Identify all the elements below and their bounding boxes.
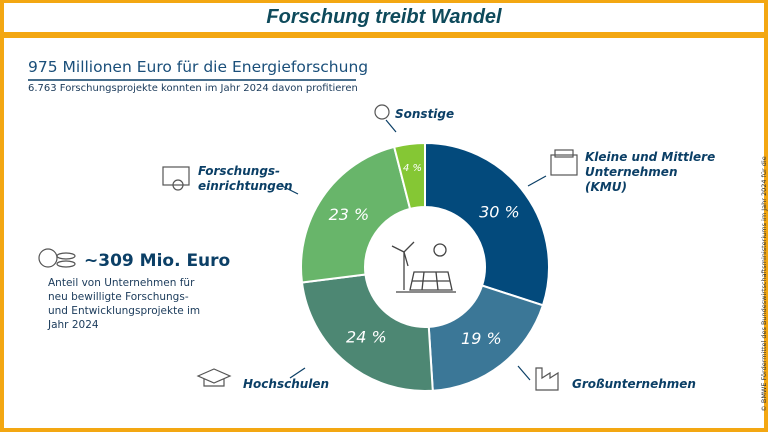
donut-hole — [366, 208, 484, 326]
banner: Forschung treibt Wandel — [4, 3, 764, 32]
value-label: 23 % — [329, 205, 370, 224]
donut-segment — [300, 273, 434, 392]
chart-title: 975 Millionen Euro für die Energieforsch… — [28, 58, 369, 76]
annotation-text: Anteil von Unternehmen für neu bewilligt… — [48, 277, 201, 331]
chart-subtitle: 6.763 Forschungsprojekte konnten im Jahr… — [28, 83, 358, 94]
value-label: 4 % — [403, 163, 422, 174]
source: © BMWE Fördermittel des Bundeswirtschaft… — [760, 156, 768, 412]
value-label: 24 % — [346, 327, 387, 346]
leaders — [281, 119, 547, 381]
icons — [38, 104, 578, 391]
donut-segment — [424, 141, 550, 307]
donut-segment — [392, 141, 426, 211]
value-label: 19 % — [461, 329, 502, 348]
category-label: Forschungs- einrichtungen — [198, 164, 293, 193]
annotation-headline: ~309 Mio. Euro — [84, 251, 231, 271]
category-label: Großunternehmen — [572, 377, 696, 391]
center-icon — [391, 241, 456, 293]
category-label: Sonstige — [395, 107, 455, 121]
value-label: 30 % — [479, 202, 520, 221]
category-label: Kleine und Mittlere Unternehmen (KMU) — [585, 150, 716, 194]
donut-segment — [300, 145, 412, 284]
category-label: Hochschulen — [243, 377, 330, 391]
